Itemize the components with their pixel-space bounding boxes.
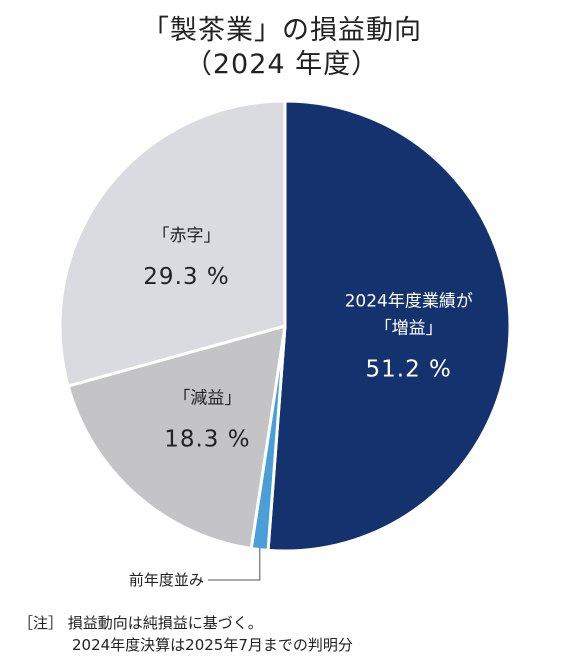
footnote-line2: 2024年度決算は2025年7月までの判明分 — [72, 636, 353, 654]
slice-label: 「増益」 — [375, 319, 443, 339]
slice-label: 「減益」 — [173, 389, 241, 409]
slice-label: 2024年度業績が — [345, 292, 473, 312]
chart-title-line2: （2024 年度） — [184, 49, 380, 80]
slice-value-label: 29.3 % — [143, 264, 229, 290]
slice-label: 前年度並み — [129, 571, 204, 589]
pie-slice-3 — [58, 99, 287, 388]
slice-label: 「赤字」 — [153, 226, 221, 246]
footnote-line1: ［注］ 損益動向は純損益に基づく。 — [18, 614, 263, 632]
leader-line — [207, 547, 261, 581]
slice-value-label: 51.2 % — [366, 357, 452, 383]
slice-value-label: 18.3 % — [164, 427, 250, 453]
pie-slice-2 — [66, 324, 287, 550]
chart-title-line1: 「製茶業」の損益動向 — [142, 15, 422, 46]
pie-slice-0 — [266, 99, 512, 553]
